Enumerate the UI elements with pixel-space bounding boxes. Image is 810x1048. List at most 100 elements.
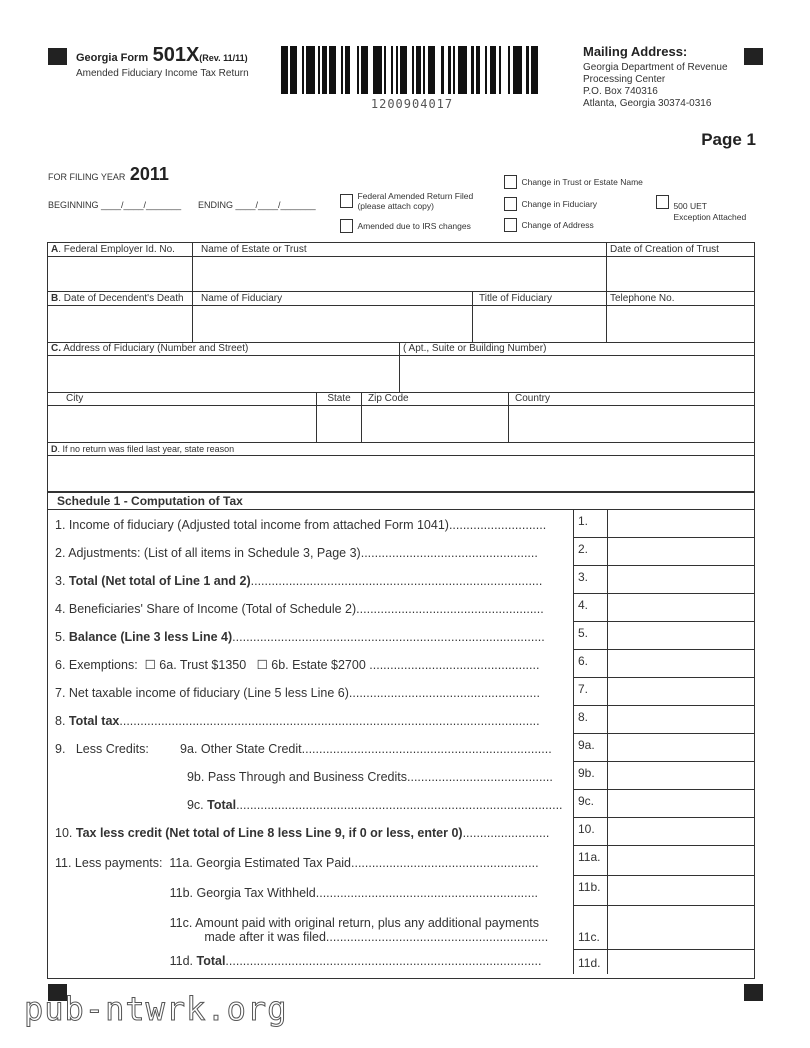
line-amount-input[interactable] xyxy=(607,762,755,790)
fiduciary-title-input[interactable] xyxy=(473,306,607,343)
death-date-input[interactable] xyxy=(48,306,193,343)
creation-date-input[interactable] xyxy=(607,257,754,292)
country-input[interactable] xyxy=(509,406,754,443)
line-bold-text: Total xyxy=(196,954,226,968)
barcode-bar xyxy=(448,46,451,94)
schedule-line: 3. Total (Net total of Line 1 and 2)....… xyxy=(47,566,755,594)
line-amount-input[interactable] xyxy=(607,594,755,622)
line-amount-input[interactable] xyxy=(607,950,755,974)
uet-option[interactable]: 500 UET Exception Attached xyxy=(656,195,746,225)
fiduciary-name-input[interactable] xyxy=(193,306,473,343)
apt-input[interactable] xyxy=(400,356,754,393)
change-name-checkbox[interactable] xyxy=(504,174,517,189)
barcode-bar xyxy=(441,46,444,94)
uet-note: Exception Attached xyxy=(673,212,747,222)
federal-amended-checkbox[interactable] xyxy=(340,194,353,208)
federal-amended-note: (please attach copy) xyxy=(357,201,434,211)
change-fiduciary-checkbox[interactable] xyxy=(504,196,517,211)
line-amount-input[interactable] xyxy=(607,510,755,538)
mailing-address: Mailing Address: Georgia Department of R… xyxy=(583,44,728,110)
change-address-option[interactable]: Change of Address xyxy=(504,216,594,234)
line-leader: ......................... xyxy=(462,826,550,840)
line-label: 9b. Pass Through and Business Credits...… xyxy=(55,770,553,784)
line-leader: ........................................… xyxy=(236,798,563,812)
barcode-bar xyxy=(416,46,421,94)
change-fiduciary-option[interactable]: Change in Fiduciary xyxy=(504,195,597,213)
line-number: 11a. xyxy=(573,846,607,876)
form-title: Georgia Form 501X(Rev. 11/11) xyxy=(76,44,248,67)
city-label: City xyxy=(48,393,317,406)
barcode-bar xyxy=(400,46,408,94)
barcode-bar xyxy=(411,46,414,94)
change-name-label: Change in Trust or Estate Name xyxy=(521,176,643,187)
estate-name-input[interactable] xyxy=(193,257,607,292)
line-amount-input[interactable] xyxy=(607,734,755,762)
change-name-option[interactable]: Change in Trust or Estate Name xyxy=(504,173,643,191)
form-subtitle: Amended Fiduciary Income Tax Return xyxy=(76,68,249,79)
barcode-bar xyxy=(423,46,426,94)
line-amount-input[interactable] xyxy=(607,650,755,678)
barcode-bar xyxy=(361,46,369,94)
barcode-bar xyxy=(485,46,488,94)
uet-checkbox[interactable] xyxy=(656,195,669,209)
city-input[interactable] xyxy=(48,406,317,443)
schedule-line: 1. Income of fiduciary (Adjusted total i… xyxy=(47,510,755,538)
barcode-bar xyxy=(329,46,337,94)
line-text: 11c. Amount paid with original return, p… xyxy=(169,916,540,944)
line-number: 9b. xyxy=(573,762,607,790)
line-number: 6. xyxy=(573,650,607,678)
line-amount-input[interactable] xyxy=(607,622,755,650)
line-text: 9b. Pass Through and Business Credits xyxy=(55,770,408,784)
line-amount-input[interactable] xyxy=(607,906,755,950)
line-amount-input[interactable] xyxy=(607,790,755,818)
state-input[interactable] xyxy=(317,406,362,443)
federal-amended-label: Federal Amended Return Filed xyxy=(357,191,474,201)
address-input[interactable] xyxy=(48,356,400,393)
form-prefix: Georgia Form xyxy=(76,52,149,64)
line-number: 8. xyxy=(573,706,607,734)
no-return-reason-input[interactable] xyxy=(48,456,754,493)
fein-input[interactable] xyxy=(48,257,193,292)
line-amount-input[interactable] xyxy=(607,818,755,846)
schedule-line: 5. Balance (Line 3 less Line 4).........… xyxy=(47,622,755,650)
barcode-bar xyxy=(340,46,343,94)
federal-amended-option[interactable]: Federal Amended Return Filed (please atta… xyxy=(340,191,473,211)
change-address-checkbox[interactable] xyxy=(504,217,517,232)
line-label: 9c. Total...............................… xyxy=(55,798,563,812)
schedule-line: 11d. Total..............................… xyxy=(47,950,755,974)
fiduciary-title-label: Title of Fiduciary xyxy=(473,292,607,306)
registration-mark xyxy=(48,48,67,65)
line-amount-input[interactable] xyxy=(607,538,755,566)
irs-changes-label: Amended due to IRS changes xyxy=(357,220,471,231)
line-amount-input[interactable] xyxy=(607,566,755,594)
barcode-bar xyxy=(391,46,394,94)
line-amount-input[interactable] xyxy=(607,678,755,706)
irs-changes-option[interactable]: Amended due to IRS changes xyxy=(340,217,471,235)
line-text: 11d. xyxy=(55,954,197,968)
line-text: 5. xyxy=(55,630,69,644)
filing-year-label: FOR FILING YEAR xyxy=(48,172,126,182)
beginning-date-field[interactable]: BEGINNING ____/____/_______ xyxy=(48,200,182,210)
form-box xyxy=(47,242,755,979)
schedule-line: 9b. Pass Through and Business Credits...… xyxy=(47,762,755,790)
line-leader: ........................................… xyxy=(250,574,543,588)
line-label: 11. Less payments: 11a. Georgia Estimate… xyxy=(55,856,539,870)
line-number: 10. xyxy=(573,818,607,846)
line-text: 7. Net taxable income of fiduciary (Line… xyxy=(55,686,349,700)
line-number: 4. xyxy=(573,594,607,622)
filing-year: FOR FILING YEAR 2011 xyxy=(48,164,169,185)
line-text: 11. Less payments: 11a. Georgia Estimate… xyxy=(55,856,351,870)
irs-changes-checkbox[interactable] xyxy=(340,218,353,233)
ending-date-field[interactable]: ENDING ____/____/_______ xyxy=(198,200,316,210)
barcode-bar xyxy=(384,46,387,94)
schedule-line: 11c. Amount paid with original return, p… xyxy=(47,906,755,950)
line-amount-input[interactable] xyxy=(607,876,755,906)
line-amount-input[interactable] xyxy=(607,706,755,734)
barcode-bar xyxy=(322,46,327,94)
line-amount-input[interactable] xyxy=(607,846,755,876)
barcode-bar xyxy=(372,46,382,94)
zip-input[interactable] xyxy=(362,406,509,443)
line-label: 11b. Georgia Tax Withheld...............… xyxy=(55,886,538,900)
telephone-input[interactable] xyxy=(607,306,754,343)
line-text: 8. xyxy=(55,714,69,728)
